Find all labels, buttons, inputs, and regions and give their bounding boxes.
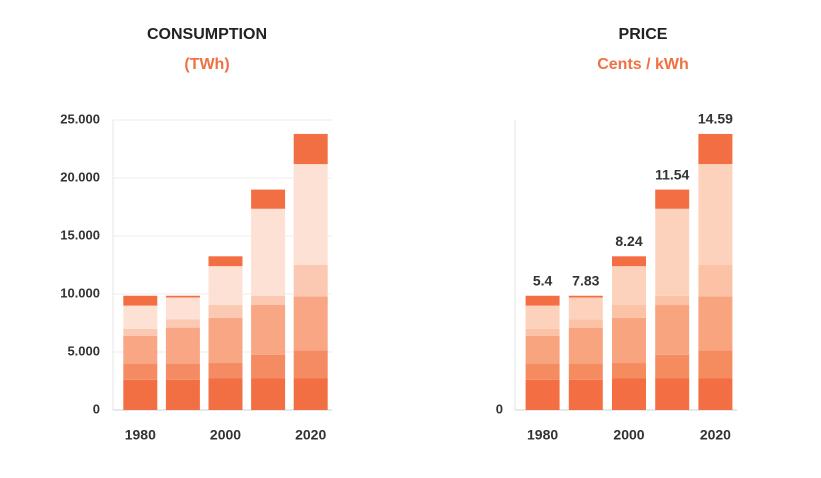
y-tick-label: 10.000 (60, 285, 100, 300)
bar-segment (698, 265, 733, 297)
x-tick-label: 2000 (613, 427, 644, 443)
bar-segment (655, 208, 690, 296)
bar-segment (251, 305, 286, 355)
bar-segment (568, 379, 603, 410)
y-tick-label: 20.000 (60, 169, 100, 184)
bar-segment (251, 295, 286, 306)
bar-segment (568, 327, 603, 364)
x-tick-label: 2020 (700, 427, 731, 443)
bar-total-label: 14.59 (698, 111, 733, 127)
y-tick-label: 0 (93, 401, 100, 416)
x-tick-label: 2020 (295, 427, 326, 443)
bar-segment (165, 379, 200, 410)
y-tick-label: 15.000 (60, 227, 100, 242)
bar-segment (568, 319, 603, 328)
chart-title: PRICE (619, 26, 668, 43)
x-tick-label: 1980 (527, 427, 558, 443)
bar-segment (165, 297, 200, 320)
bar-segment (293, 133, 328, 165)
bar-segment (525, 335, 560, 364)
bar-segment (165, 295, 200, 298)
bar-segment (698, 350, 733, 379)
bar-segment (293, 350, 328, 379)
bar-segment (123, 295, 158, 306)
bar-segment (655, 305, 690, 355)
bar-segment (568, 297, 603, 320)
bar-segment (208, 266, 243, 306)
bar-segment (123, 328, 158, 336)
bar-segment (123, 335, 158, 364)
bar-segment (123, 305, 158, 329)
chart-title: CONSUMPTION (147, 26, 267, 43)
chart-subtitle: Cents / kWh (597, 56, 689, 73)
bar-segment (208, 363, 243, 379)
bar-segment (525, 363, 560, 380)
bar-segment (251, 189, 286, 209)
bar-segment (293, 296, 328, 351)
bar-segment (123, 363, 158, 380)
bar-segment (698, 296, 733, 351)
bar-segment (293, 164, 328, 265)
bar-segment (568, 363, 603, 380)
y-tick-label: 5.000 (67, 343, 100, 358)
bar-segment (568, 295, 603, 298)
bar-segment (208, 256, 243, 267)
bar-segment (165, 327, 200, 364)
bar-segment (208, 317, 243, 364)
bar-segment (251, 208, 286, 296)
bar-segment (525, 305, 560, 329)
bar-total-label: 7.83 (572, 272, 599, 288)
bar-segment (612, 363, 646, 379)
bar-segment (612, 305, 646, 318)
bar-segment (293, 265, 328, 297)
bar-segment (208, 305, 243, 318)
bar-segment (208, 378, 243, 410)
bar-segment (251, 378, 286, 410)
chart-subtitle: (TWh) (184, 56, 229, 73)
bar-segment (525, 295, 560, 306)
y-tick-label: 0 (496, 401, 503, 416)
bar-segment (612, 266, 646, 306)
bar-segment (525, 379, 560, 410)
bar-segment (165, 319, 200, 328)
bar-segment (293, 378, 328, 410)
bar-segment (612, 317, 646, 364)
bar-segment (165, 363, 200, 380)
x-tick-label: 2000 (210, 427, 241, 443)
bar-total-label: 8.24 (615, 233, 642, 249)
bar-segment (655, 378, 690, 410)
bar-segment (123, 379, 158, 410)
bar-segment (698, 378, 733, 410)
bar-total-label: 5.4 (533, 272, 553, 288)
bar-segment (698, 164, 733, 265)
bar-segment (251, 354, 286, 379)
bar-segment (655, 354, 690, 379)
bar-segment (612, 256, 646, 267)
bar-segment (655, 189, 690, 209)
x-tick-label: 1980 (125, 427, 156, 443)
bar-segment (655, 295, 690, 306)
bar-segment (525, 328, 560, 336)
bar-total-label: 11.54 (655, 166, 689, 182)
bar-segment (612, 378, 646, 410)
bar-segment (698, 133, 733, 165)
y-tick-label: 25.000 (60, 111, 100, 126)
